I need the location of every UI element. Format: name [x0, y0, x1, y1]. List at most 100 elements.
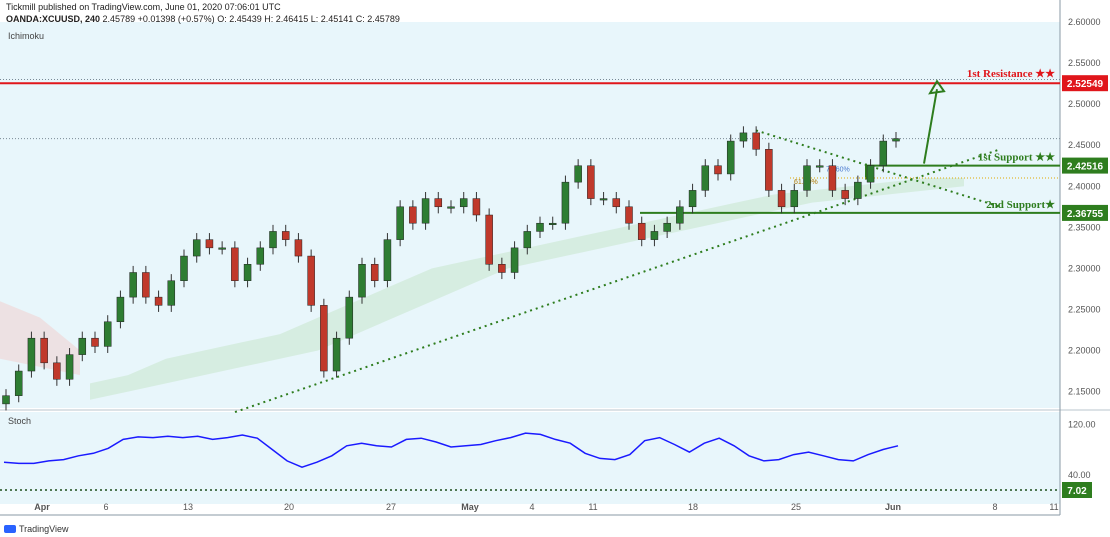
candle-body	[612, 198, 621, 208]
candle-body	[777, 190, 786, 208]
candle-body	[485, 214, 493, 265]
stoch-label: Stoch	[8, 416, 32, 426]
y-tick-label: 2.15000	[1068, 387, 1101, 397]
candle-body	[714, 165, 722, 175]
x-tick-label: 11	[588, 502, 597, 512]
price-pane-bg	[0, 22, 1060, 408]
projection-arrow-line	[923, 89, 938, 164]
candle-body	[154, 296, 163, 306]
candle-body	[205, 239, 214, 249]
support2-price-badge	[1062, 204, 1108, 221]
candle-body	[828, 165, 837, 191]
ichimoku-cloud-red	[0, 301, 80, 376]
y-tick-label: 2.55000	[1068, 58, 1101, 68]
x-tick-label: 20	[284, 502, 294, 512]
candle-body	[307, 255, 315, 306]
candle-body	[510, 247, 519, 273]
candle-body	[663, 222, 671, 232]
x-tick-label: 13	[183, 502, 193, 512]
resistance-level-name: 1st Resistance ★★	[967, 68, 1055, 80]
candle-body	[625, 206, 633, 224]
candle-body	[116, 296, 125, 323]
symbol-line: OANDA:XCUUSD, 240 2.45789 +0.01398 (+0.5…	[6, 14, 400, 24]
candle-body	[765, 149, 773, 191]
candle-body	[192, 239, 201, 257]
falling-trendline	[755, 129, 1001, 208]
candle-body	[726, 140, 735, 175]
candle-body	[78, 337, 87, 355]
support2-level-name: 2nd Support★	[986, 199, 1055, 211]
stoch-line	[3, 432, 899, 469]
candle-body	[650, 231, 659, 240]
candle-body	[854, 181, 862, 199]
chart-header: Tickmill published on TradingView.com, J…	[0, 0, 1060, 28]
x-tick-label: 11	[1049, 502, 1058, 512]
y-tick-label: 2.50000	[1068, 99, 1101, 109]
support1-price-badge	[1062, 157, 1108, 174]
tradingview-brand: TradingView	[4, 524, 69, 534]
candle-body	[358, 264, 366, 298]
candle-body	[523, 231, 532, 249]
x-tick-label: 8	[992, 502, 997, 512]
candle-body	[370, 264, 379, 281]
resistance-price-badge-label: 2.52549	[1067, 79, 1104, 90]
candle-body	[332, 337, 341, 372]
candle-body	[739, 132, 748, 142]
fib-786-label: 78.60%	[826, 166, 850, 173]
x-tick-label: Apr	[34, 502, 50, 512]
stoch-current-badge	[1062, 482, 1092, 498]
support1-price-badge-label: 2.42516	[1067, 162, 1104, 173]
candle-body	[142, 272, 150, 298]
candle-body	[688, 190, 697, 208]
y-tick-label: 2.30000	[1068, 263, 1101, 273]
x-tick-label: 25	[791, 502, 801, 512]
ichimoku-label: Ichimoku	[8, 31, 45, 41]
stoch-y-tick-label: 120.00	[1068, 419, 1096, 429]
resistance-price-badge	[1062, 75, 1108, 92]
brand-label: TradingView	[19, 524, 69, 534]
x-tick-label: 6	[103, 502, 108, 512]
symbol: OANDA:XCUUSD, 240	[6, 14, 101, 24]
stoch-current-label: 7.02	[1067, 486, 1087, 497]
candle-body	[447, 206, 455, 209]
candle-body	[294, 239, 303, 257]
candle-body	[561, 181, 570, 224]
candle-body	[815, 165, 824, 168]
candle-body	[599, 198, 608, 201]
candle-body	[345, 296, 354, 339]
candle-body	[472, 198, 481, 216]
candle-body	[383, 239, 392, 281]
y-tick-label: 2.20000	[1068, 346, 1101, 356]
candle-body	[53, 362, 61, 380]
stoch-pane-bg	[0, 412, 1060, 504]
stoch-y-tick-label: 40.00	[1068, 470, 1091, 480]
y-tick-label: 2.60000	[1068, 17, 1101, 27]
candle-body	[434, 198, 443, 208]
candle-body	[536, 222, 544, 232]
candle-body	[676, 206, 684, 224]
candle-body	[421, 198, 430, 224]
publisher-line: Tickmill published on TradingView.com, J…	[6, 2, 281, 12]
candle-body	[2, 395, 10, 405]
candle-body	[701, 165, 710, 191]
candle-body	[65, 354, 74, 380]
candle-body	[281, 231, 290, 240]
tradingview-logo-icon	[4, 525, 16, 533]
candle-body	[803, 165, 811, 191]
candle-body	[841, 190, 849, 199]
last-price: 2.45789	[102, 14, 136, 24]
candle-body	[129, 272, 137, 298]
x-tick-label: 27	[386, 502, 396, 512]
candle-body	[637, 222, 646, 240]
candle-body	[27, 337, 36, 372]
candle-body	[752, 132, 760, 150]
candle-body	[587, 165, 595, 199]
candle-body	[548, 222, 557, 225]
candle-body	[231, 247, 239, 281]
candle-body	[459, 198, 468, 208]
candle-body	[269, 231, 277, 249]
candle-body	[866, 165, 875, 183]
candle-body	[498, 264, 506, 273]
candle-body	[167, 280, 176, 306]
